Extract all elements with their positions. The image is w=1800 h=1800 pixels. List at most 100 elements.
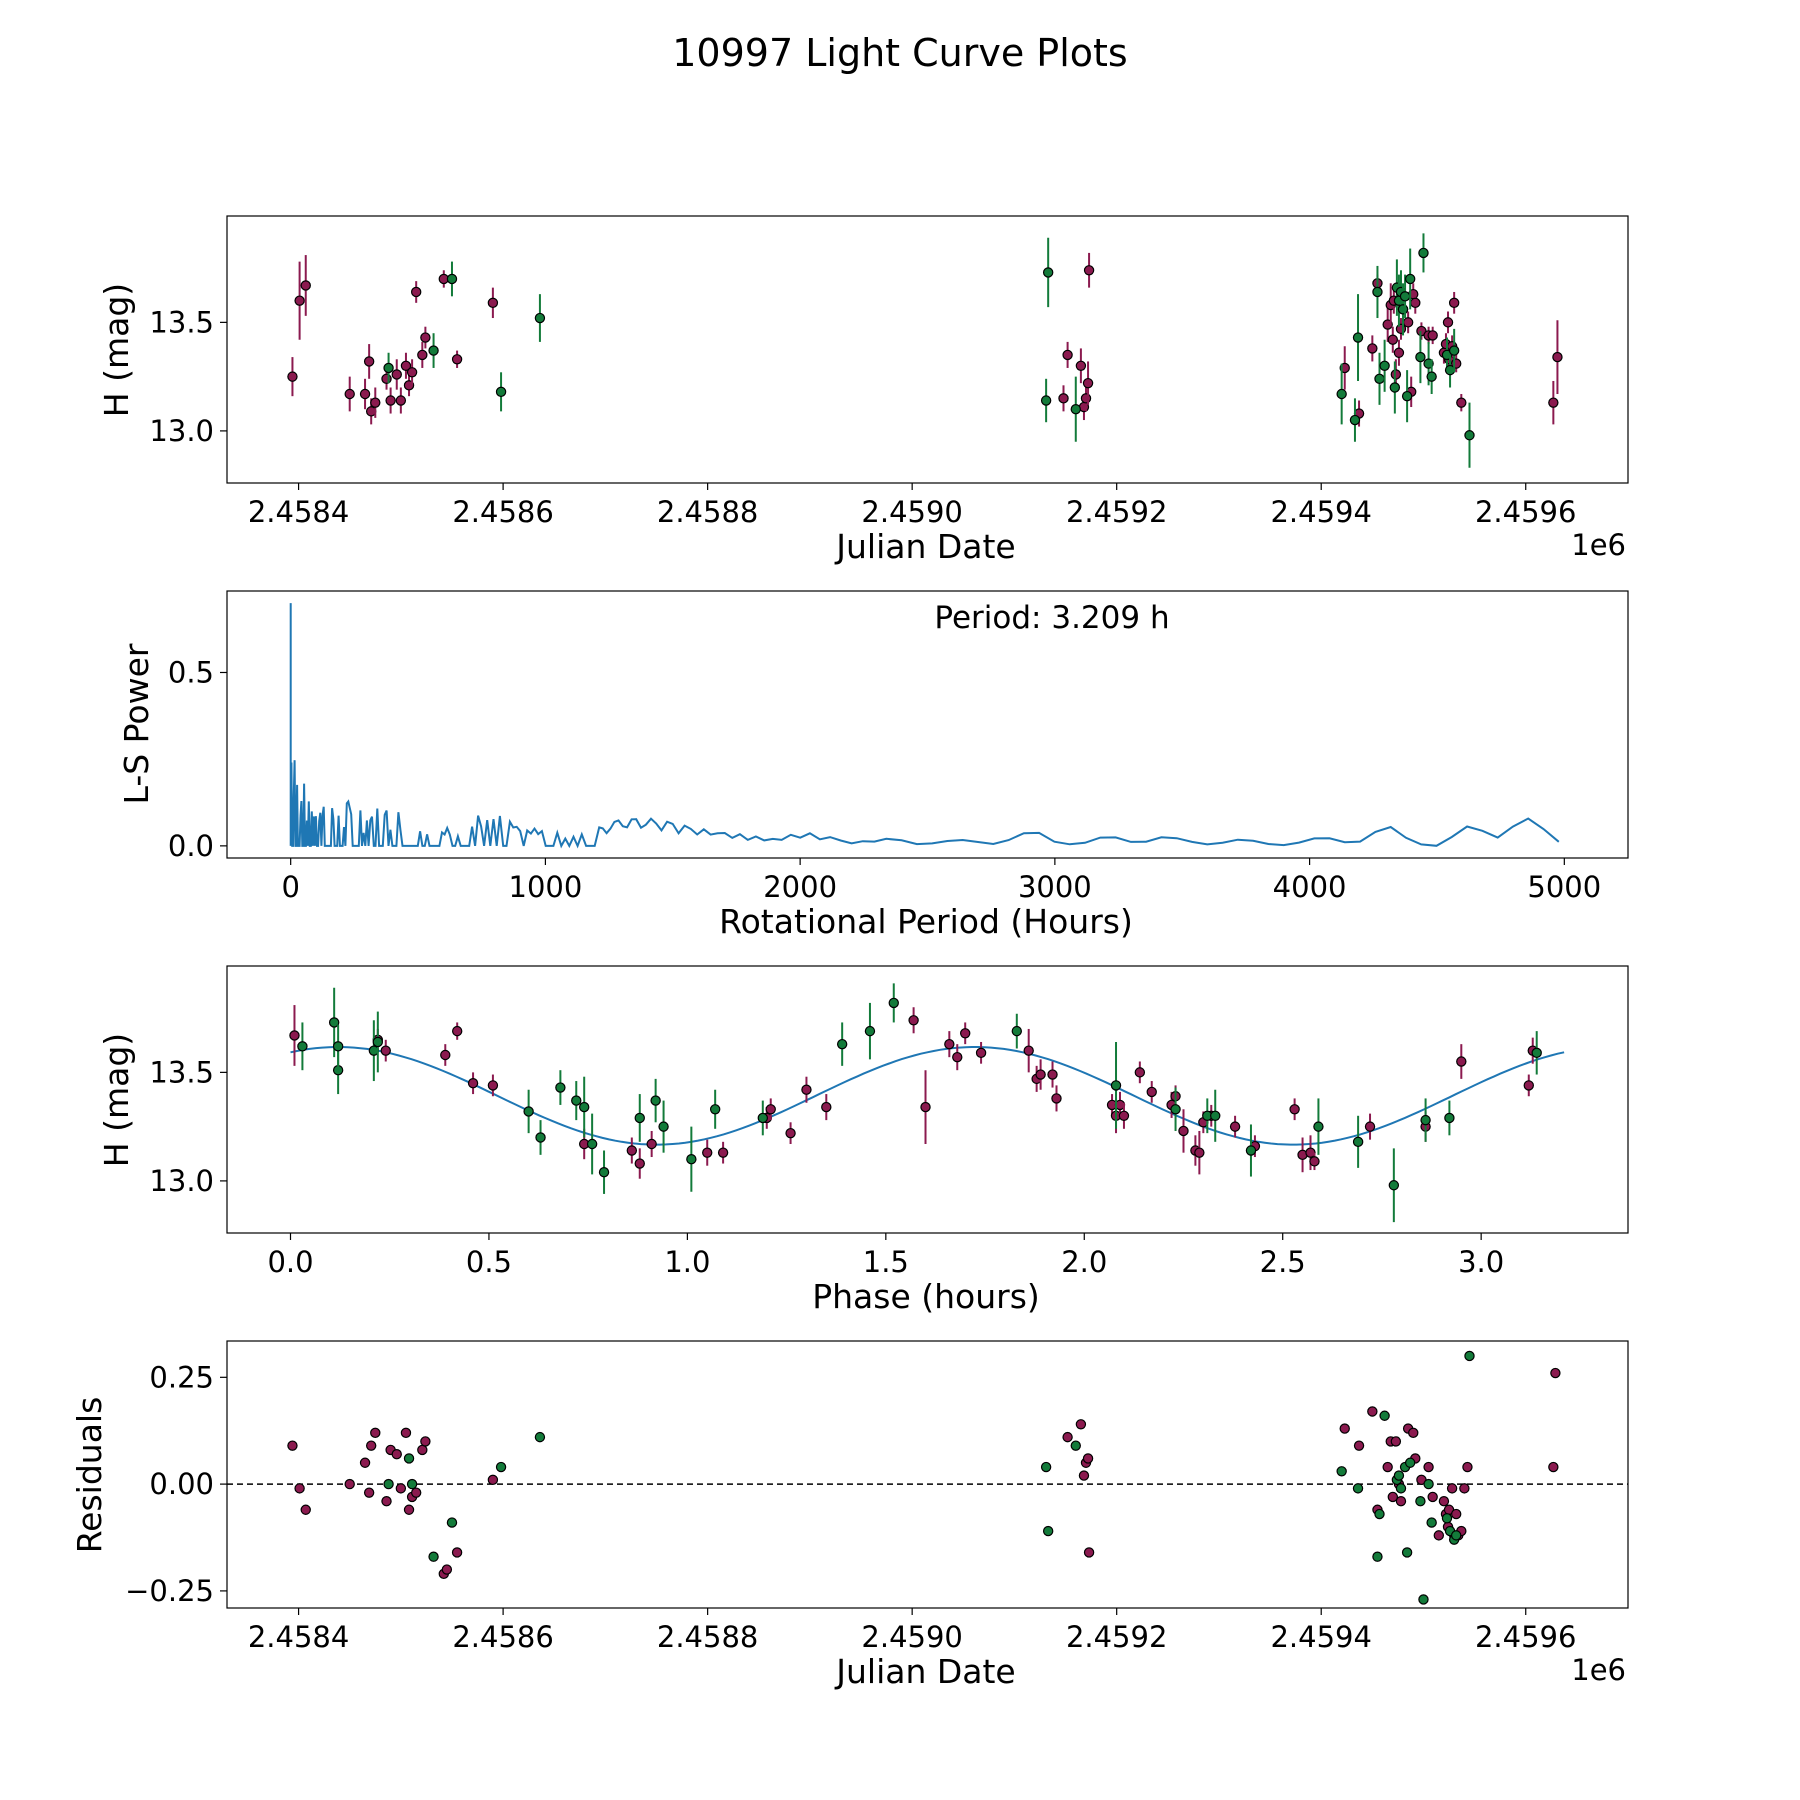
phased-point-magenta: [717, 1147, 729, 1158]
lightcurve-point-magenta: [1062, 349, 1073, 361]
lightcurve-offset-label: 1e6: [1571, 528, 1626, 562]
residuals-point-magenta: [1387, 1491, 1398, 1503]
phased-xtick-label: 1.5: [863, 1245, 909, 1279]
phased-point-green: [1388, 1180, 1400, 1191]
figure-title: 10997 Light Curve Plots: [672, 31, 1127, 75]
residuals-point-magenta: [294, 1483, 305, 1494]
residuals-ytick-label: 0.25: [149, 1360, 214, 1394]
residuals-xtick-label: 2.4590: [861, 1620, 962, 1654]
phased-point-magenta: [821, 1101, 832, 1113]
phased-point-magenta: [487, 1080, 499, 1091]
phased-point-green: [535, 1132, 546, 1143]
lightcurve-point-magenta: [344, 388, 355, 400]
residuals-point-magenta: [1433, 1530, 1445, 1541]
phased-point-magenta: [960, 1028, 971, 1039]
phased-point-green: [328, 1017, 340, 1028]
phased-point-green: [372, 1036, 384, 1048]
residuals-point-magenta: [403, 1504, 415, 1515]
residuals-offset-label: 1e6: [1571, 1653, 1626, 1687]
periodogram-xtick-label: 4000: [1273, 870, 1347, 904]
periodogram-line: [289, 603, 1560, 849]
residuals-point-magenta: [1446, 1483, 1458, 1494]
residuals-xtick-label: 2.4584: [248, 1620, 349, 1654]
residuals-ylabel: Residuals: [70, 1397, 109, 1554]
phased-point-magenta: [975, 1047, 987, 1059]
residuals-point-green: [1379, 1410, 1390, 1421]
residuals-point-magenta: [1548, 1461, 1559, 1473]
residuals-plot-frame: [226, 1340, 1629, 1609]
phased-point-magenta: [1364, 1121, 1376, 1132]
residuals-point-magenta: [300, 1504, 311, 1515]
phased-panel: 0.0 0.5 1.0 1.5 2.0 2.5 3.0 13.0 13.5 Phase (hou…: [97, 965, 1629, 1316]
lightcurve-xtick-label: 2.4586: [452, 495, 553, 529]
periodogram-xtick-label: 1000: [509, 870, 583, 904]
residuals-point-magenta: [1083, 1547, 1095, 1558]
periodogram-xtick-label: 3000: [1018, 870, 1092, 904]
phased-point-magenta: [1134, 1067, 1146, 1078]
lightcurve-point-green: [1404, 273, 1416, 285]
periodogram-xtick-label: 2000: [763, 870, 837, 904]
lightcurve-point-magenta: [381, 373, 392, 385]
phased-point-green: [1420, 1114, 1431, 1126]
residuals-point-magenta: [1062, 1431, 1073, 1443]
phased-point-magenta: [1118, 1110, 1130, 1121]
residuals-point-magenta: [417, 1444, 428, 1456]
lightcurve-point-magenta: [363, 356, 375, 367]
lightcurve-point-magenta: [385, 395, 396, 406]
lightcurve-ytick-label: 13.0: [149, 414, 214, 448]
lightcurve-point-magenta: [400, 360, 412, 371]
phased-point-green: [1245, 1145, 1257, 1156]
periodogram-xtick-label: 5000: [1527, 870, 1601, 904]
periodogram-ytick-label: 0.0: [168, 829, 214, 863]
phased-point-magenta: [289, 1030, 300, 1041]
phased-point-magenta: [1023, 1045, 1034, 1056]
residuals-point-magenta: [400, 1427, 412, 1439]
residuals-point-magenta: [1408, 1427, 1419, 1439]
phased-point-green: [1170, 1104, 1181, 1115]
residuals-point-green: [428, 1551, 439, 1562]
lightcurve-point-green: [446, 273, 458, 285]
residuals-point-magenta: [1462, 1461, 1473, 1473]
residuals-xtick-label: 2.4586: [452, 1620, 553, 1654]
residuals-point-magenta: [1427, 1491, 1438, 1503]
residuals-point-magenta: [1550, 1367, 1561, 1379]
phased-ylabel: H (mag): [97, 1033, 136, 1167]
phased-xtick-label: 2.5: [1260, 1245, 1306, 1279]
phased-point-green: [658, 1121, 669, 1132]
phased-point-green: [836, 1038, 848, 1050]
residuals-point-green: [1441, 1513, 1453, 1524]
lightcurve-point-magenta: [1548, 397, 1559, 408]
residuals-point-green: [1450, 1530, 1462, 1541]
phased-point-green: [709, 1104, 721, 1115]
residuals-point-green: [1415, 1495, 1426, 1507]
phased-point-magenta: [920, 1101, 931, 1113]
residuals-point-magenta: [451, 1547, 463, 1558]
lightcurve-ytick-label: 13.5: [149, 305, 214, 339]
residuals-point-magenta: [1353, 1440, 1365, 1451]
phased-point-magenta: [634, 1158, 645, 1169]
phased-point-magenta: [1146, 1086, 1157, 1098]
residuals-point-magenta: [441, 1564, 453, 1575]
phased-point-green: [1531, 1047, 1542, 1059]
phased-point-magenta: [1178, 1125, 1189, 1137]
lightcurve-point-magenta: [370, 397, 381, 408]
periodogram-ytick-label: 0.5: [168, 655, 214, 689]
lightcurve-point-magenta: [487, 297, 499, 309]
phased-point-magenta: [1289, 1104, 1300, 1115]
residuals-point-green: [403, 1453, 415, 1464]
residuals-point-green: [1423, 1478, 1434, 1490]
lightcurve-xtick-label: 2.4596: [1475, 495, 1576, 529]
lightcurve-point-green: [1426, 371, 1437, 382]
phased-point-magenta: [1456, 1056, 1467, 1067]
phased-point-magenta: [1523, 1080, 1534, 1091]
residuals-point-magenta: [395, 1483, 407, 1494]
residuals-point-magenta: [1339, 1423, 1350, 1434]
periodogram-ylabel: L-S Power: [117, 643, 156, 804]
lightcurve-point-green: [1399, 291, 1411, 302]
lightcurve-point-magenta: [1442, 317, 1454, 328]
lightcurve-point-green: [1389, 382, 1401, 393]
residuals-marks: [227, 1350, 1628, 1605]
phased-point-magenta: [952, 1051, 963, 1063]
phased-ytick-label: 13.5: [149, 1055, 214, 1089]
